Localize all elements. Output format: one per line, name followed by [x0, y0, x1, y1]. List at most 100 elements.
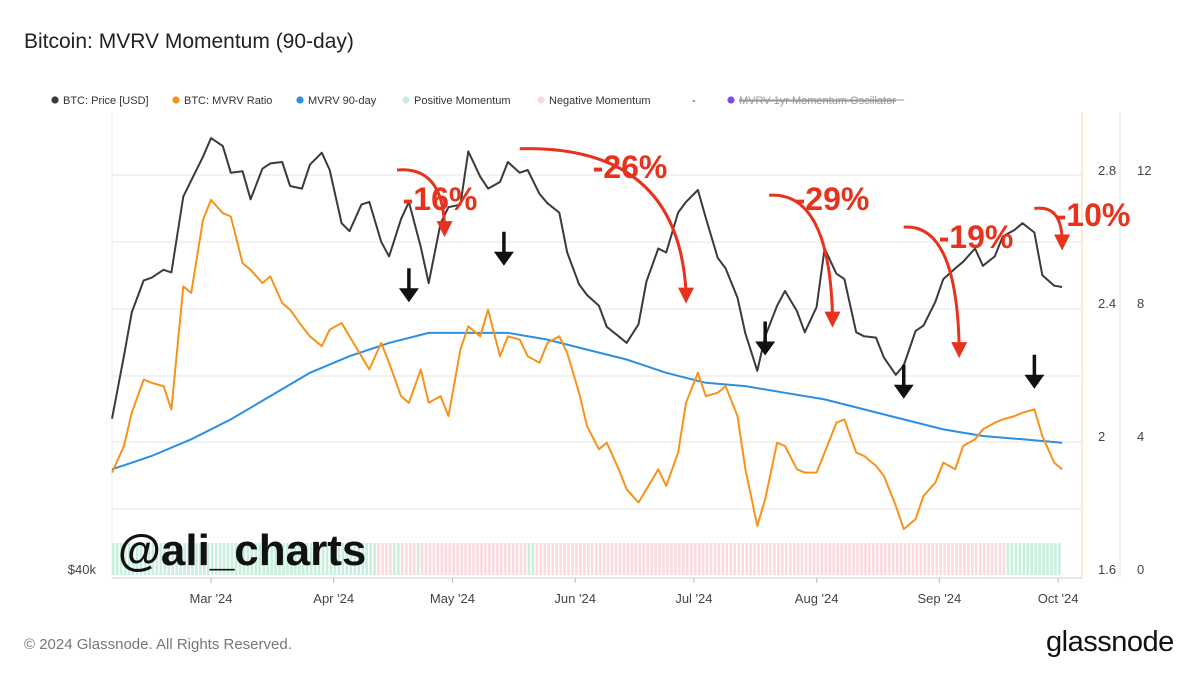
momentum-bar [515, 543, 519, 575]
momentum-bar [737, 543, 741, 575]
momentum-bar [452, 543, 456, 575]
momentum-bar [207, 543, 210, 575]
mvrv-90day-line [111, 331, 1063, 471]
momentum-bar [527, 543, 531, 575]
momentum-bar [523, 543, 527, 575]
legend-label: MVRV 90-day [308, 95, 377, 107]
momentum-bar [389, 543, 392, 575]
momentum-bar [594, 543, 598, 575]
momentum-bar [139, 543, 143, 575]
momentum-bar [1018, 543, 1022, 575]
momentum-bar [769, 543, 772, 575]
y-oscillator-tick-label: 4 [1137, 429, 1144, 444]
momentum-bar [503, 543, 507, 575]
momentum-bar [864, 543, 867, 575]
momentum-bar [670, 543, 673, 575]
momentum-bar [155, 543, 159, 575]
btc-price-line [111, 137, 1063, 419]
momentum-bar [456, 543, 459, 575]
x-tick-label: Sep '24 [918, 591, 962, 606]
momentum-bar [765, 543, 768, 575]
momentum-bar [266, 543, 269, 575]
momentum-bar [1034, 543, 1037, 575]
momentum-bar [808, 543, 812, 575]
momentum-bar [499, 543, 503, 575]
momentum-bar [495, 543, 499, 575]
momentum-bar [836, 543, 839, 575]
momentum-bar [254, 543, 258, 575]
momentum-bar [373, 543, 376, 575]
momentum-bar [171, 543, 174, 575]
momentum-bar [575, 543, 578, 575]
momentum-bar [222, 543, 226, 575]
momentum-bar [203, 543, 206, 575]
watermark-text: @ali_charts [118, 526, 366, 575]
momentum-bar [183, 543, 186, 575]
x-tick-label: May '24 [430, 591, 475, 606]
momentum-bar [852, 543, 855, 575]
momentum-bar [1010, 543, 1014, 575]
momentum-bar [404, 543, 408, 575]
y-mvrv-tick-label: 2.8 [1098, 163, 1116, 178]
momentum-bar [990, 543, 994, 575]
momentum-bar [313, 543, 317, 575]
pointer-arrow-head [398, 288, 419, 303]
momentum-bar [626, 543, 630, 575]
legend-label: Negative Momentum [549, 95, 651, 107]
momentum-bar [761, 543, 764, 575]
momentum-bar [436, 543, 440, 575]
momentum-bar [210, 543, 214, 575]
momentum-bar [951, 543, 954, 575]
legend-label: BTC: Price [USD] [63, 95, 149, 107]
momentum-bar [642, 543, 646, 575]
momentum-bar [480, 543, 483, 575]
momentum-bar [468, 543, 471, 575]
momentum-bar [974, 543, 978, 575]
momentum-bar [915, 543, 919, 575]
momentum-bar [214, 543, 218, 575]
momentum-bar [1058, 543, 1061, 575]
momentum-bar [733, 543, 737, 575]
momentum-bar [682, 543, 685, 575]
momentum-bar [725, 543, 729, 575]
momentum-bar [634, 543, 638, 575]
momentum-bar [693, 543, 697, 575]
momentum-bar [792, 543, 796, 575]
momentum-bar [935, 543, 938, 575]
momentum-bar [955, 543, 958, 575]
momentum-bar [230, 543, 234, 575]
momentum-bar [250, 543, 254, 575]
momentum-bar [151, 543, 155, 575]
momentum-bar [1014, 543, 1018, 575]
momentum-bar [879, 543, 883, 575]
momentum-bar [650, 543, 653, 575]
legend-label: - [692, 95, 696, 107]
momentum-bar [709, 543, 713, 575]
momentum-bar [998, 543, 1002, 575]
momentum-bar [777, 543, 780, 575]
legend-swatch [51, 96, 59, 104]
momentum-bar [333, 543, 337, 575]
momentum-bar [876, 543, 879, 575]
momentum-bar [393, 543, 396, 575]
momentum-bar [591, 543, 594, 575]
chart-title: Bitcoin: MVRV Momentum (90-day) [24, 30, 354, 53]
momentum-bar [1038, 543, 1041, 575]
momentum-bar [357, 543, 360, 575]
momentum-bar [440, 543, 444, 575]
momentum-bar [567, 543, 570, 575]
momentum-bar [349, 543, 353, 575]
momentum-bar [112, 543, 115, 575]
legend-label: MVRV 1yr Momentum Oscillator [739, 95, 896, 107]
momentum-bar [986, 543, 990, 575]
brand-logo[interactable]: glassnode [1046, 626, 1174, 658]
annotations: -16% -26% -29% -19% -10% @ali_charts [118, 147, 1130, 575]
momentum-bar [492, 543, 495, 575]
drop-arrow-curve [769, 193, 834, 316]
legend-swatch [402, 96, 410, 104]
momentum-bar [753, 543, 756, 575]
y-oscillator-tick-label: 8 [1137, 296, 1144, 311]
drop-percent-label: -19% [939, 219, 1014, 255]
momentum-bar [464, 543, 467, 575]
momentum-bar [923, 543, 927, 575]
